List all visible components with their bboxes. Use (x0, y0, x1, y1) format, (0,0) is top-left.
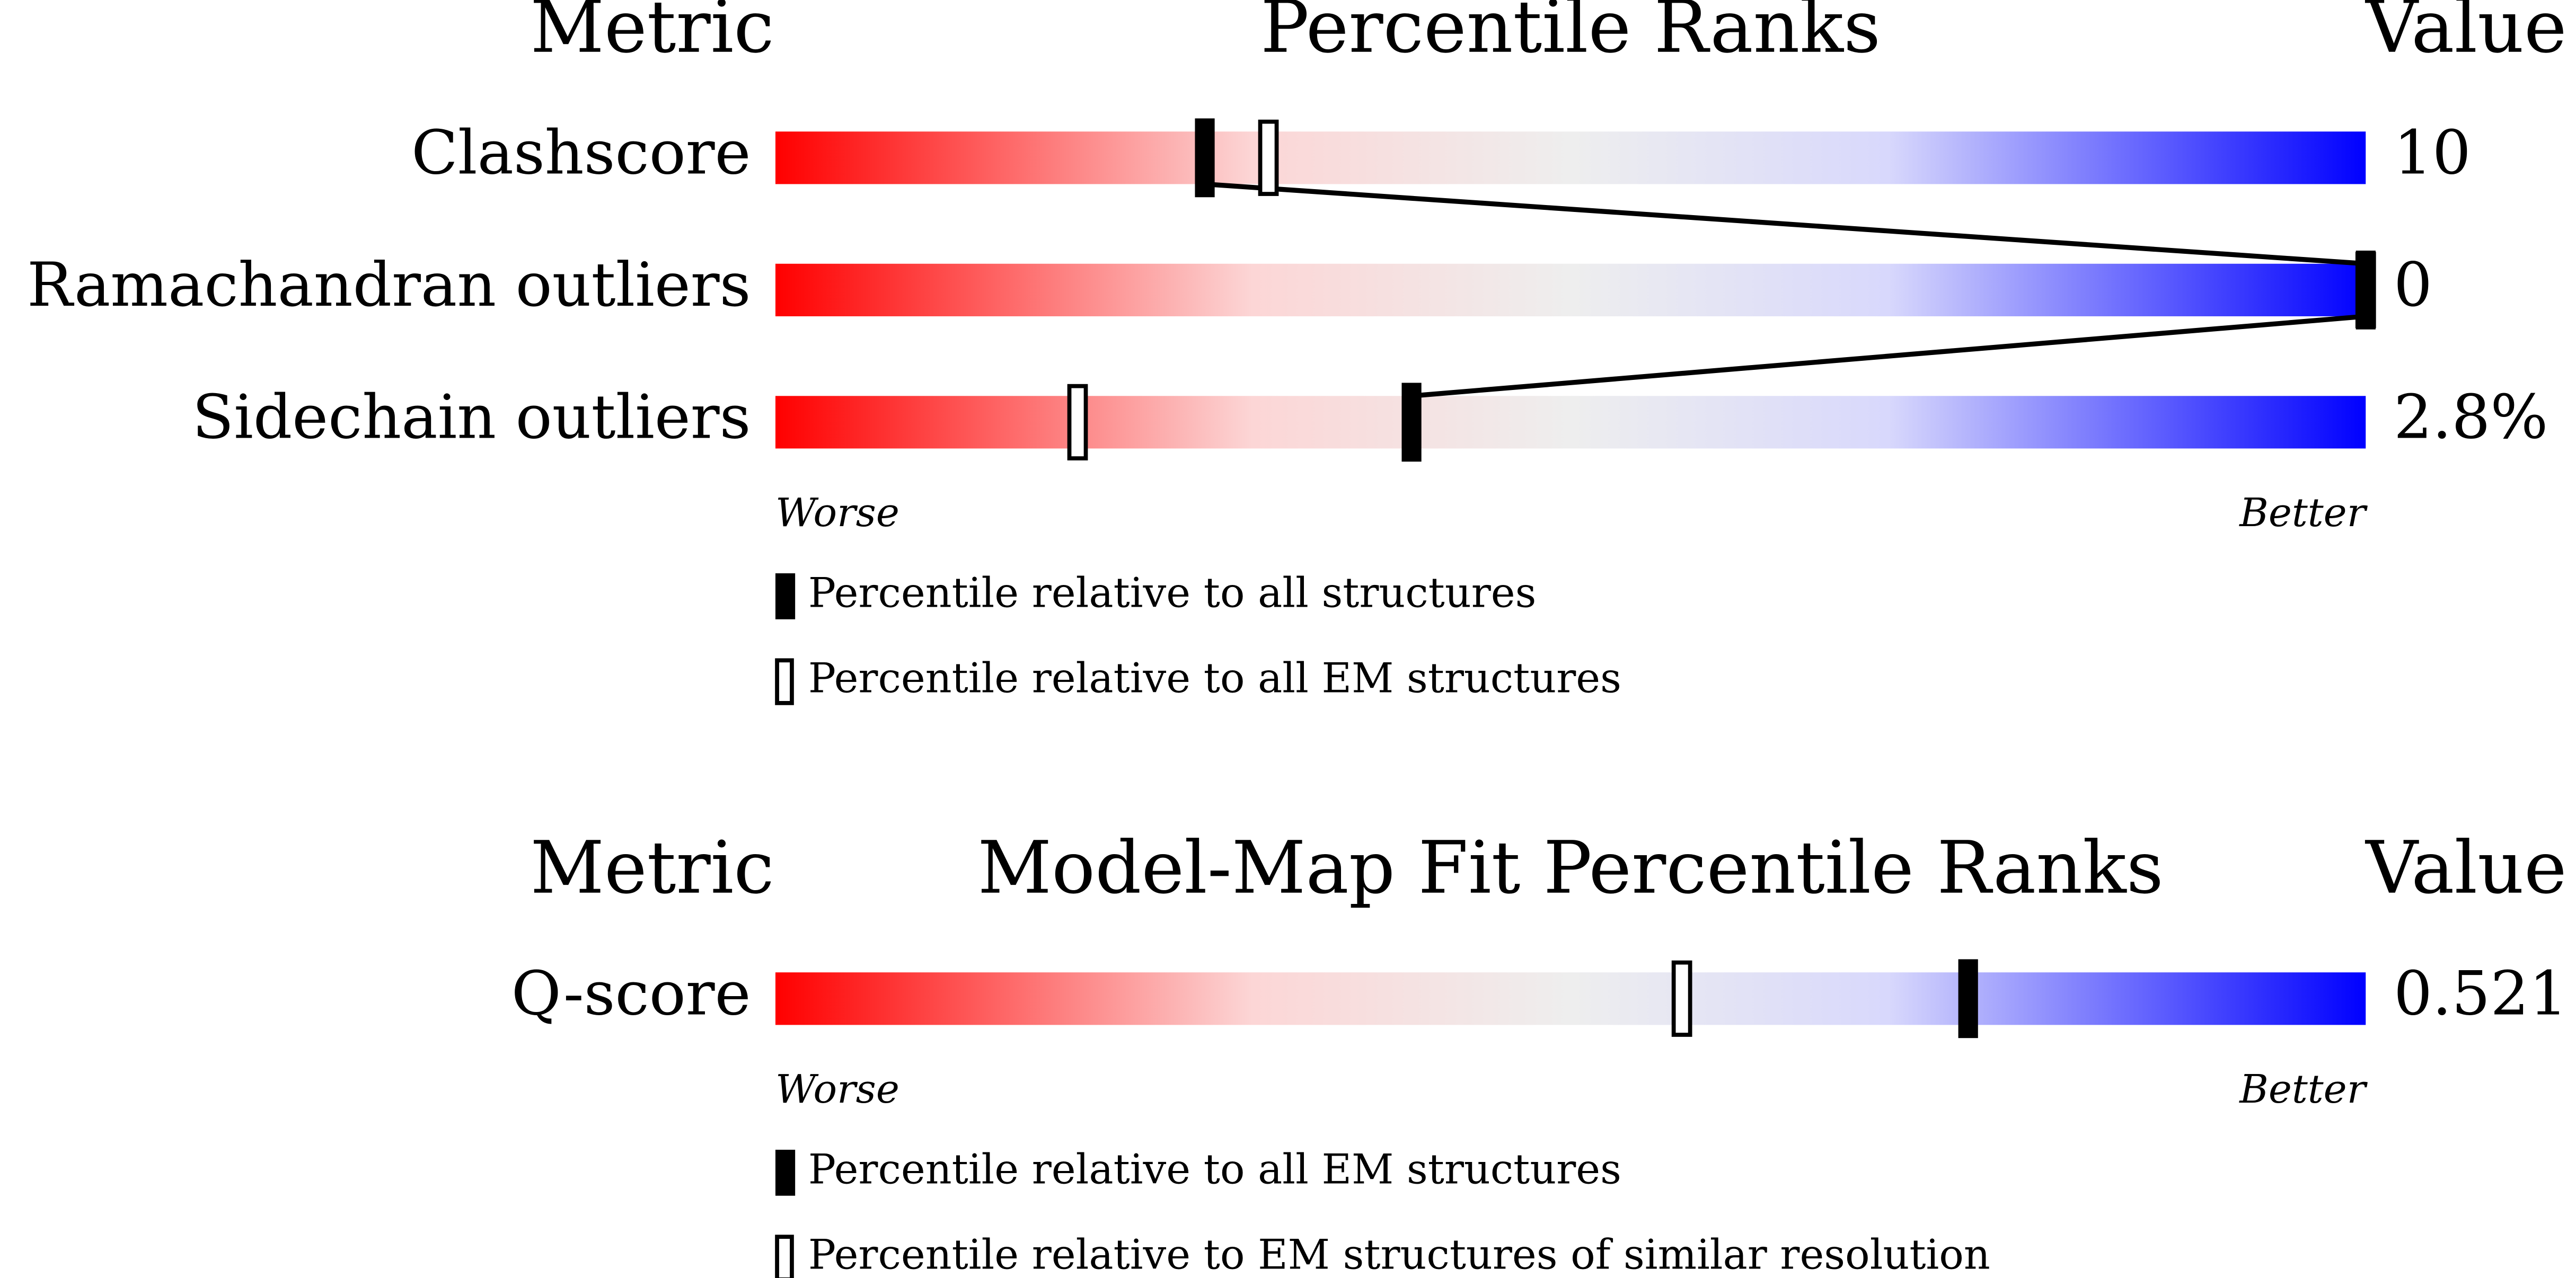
marker-hollow (1067, 384, 1088, 460)
metric-header: Metric (530, 826, 774, 910)
chart-title: Percentile Ranks (1260, 0, 1881, 69)
marker-hollow (1258, 119, 1279, 196)
metric-label: Q-score (511, 958, 751, 1029)
value-header: Value (2365, 0, 2566, 69)
better-label: Better (2238, 490, 2368, 536)
connector-line (1204, 181, 2366, 267)
legend-swatch (775, 573, 796, 619)
value-header: Value (2365, 826, 2566, 910)
percentile-bar (775, 131, 2366, 184)
percentile-bar (775, 396, 2366, 449)
connector-line (1411, 314, 2366, 398)
metric-label: Sidechain outliers (192, 382, 751, 452)
legend-label: Percentile relative to all structures (808, 569, 1536, 617)
metric-label: Clashscore (411, 118, 751, 188)
legend-swatch (775, 1235, 794, 1278)
worse-label: Worse (775, 490, 899, 536)
better-label: Better (2238, 1066, 2368, 1112)
metric-label: Ramachandran outliers (27, 250, 751, 321)
legend-label: Percentile relative to all EM structures (808, 1146, 1621, 1193)
legend-swatch (775, 658, 794, 705)
legend-label: Percentile relative to EM structures of … (808, 1231, 1990, 1278)
legend-swatch (775, 1149, 796, 1196)
worse-label: Worse (775, 1066, 899, 1112)
marker-filled (2356, 250, 2376, 330)
percentile-bar (775, 972, 2366, 1025)
metric-value: 10 (2394, 118, 2471, 188)
chart-title: Model-Map Fit Percentile Ranks (977, 826, 2163, 910)
metric-value: 0 (2394, 250, 2432, 321)
marker-hollow (1671, 960, 1692, 1037)
metric-header: Metric (530, 0, 774, 69)
legend-label: Percentile relative to all EM structures (808, 655, 1621, 703)
percentile-bar (775, 263, 2366, 316)
metric-value: 2.8% (2394, 382, 2548, 452)
metric-value: 0.521 (2394, 958, 2568, 1029)
marker-filled (1401, 383, 1422, 462)
marker-filled (1958, 959, 1978, 1039)
marker-filled (1195, 118, 1215, 198)
